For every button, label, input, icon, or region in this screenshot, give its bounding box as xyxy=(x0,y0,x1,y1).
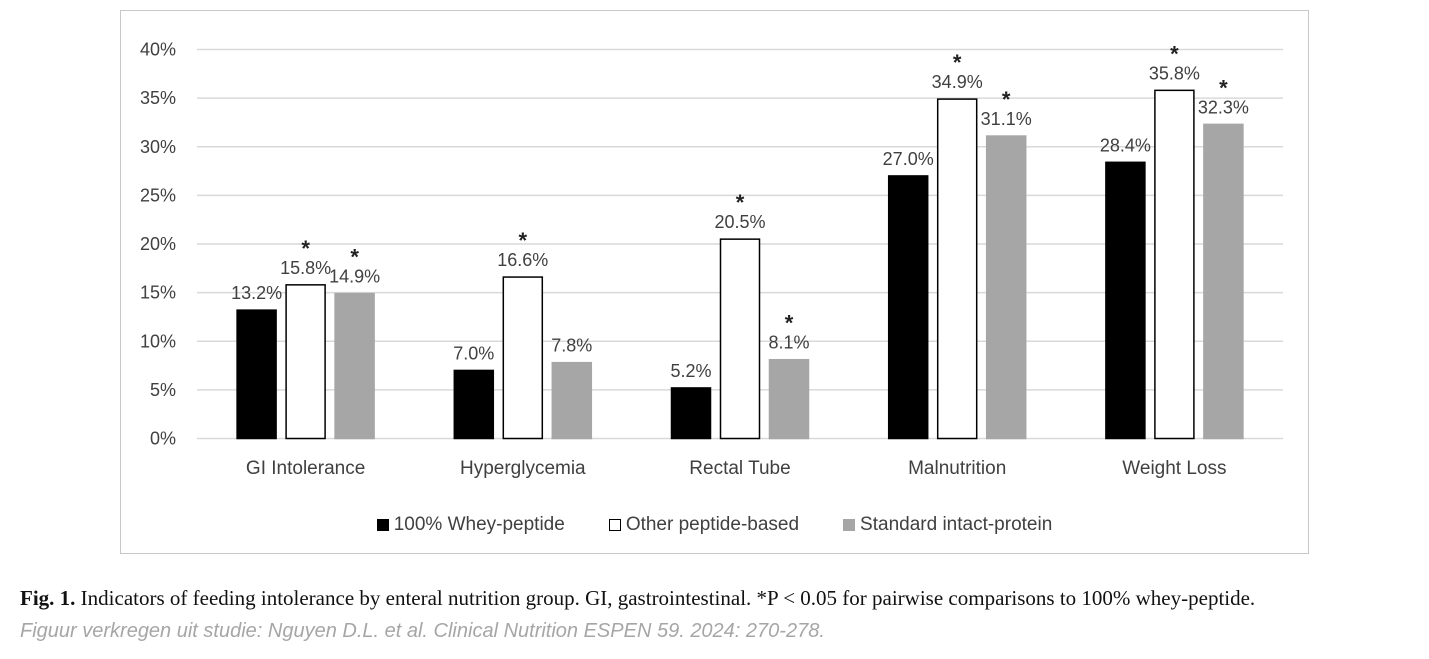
x-category-label: Weight Loss xyxy=(1122,458,1226,479)
bar-chart: 0%5%10%15%20%25%30%35%40%13.2%15.8%*14.9… xyxy=(140,40,1283,479)
data-label: 15.8% xyxy=(280,258,331,278)
y-tick-label: 30% xyxy=(140,137,176,157)
data-label: 7.0% xyxy=(453,343,494,363)
y-tick-label: 0% xyxy=(150,429,176,449)
y-tick-label: 15% xyxy=(140,283,176,303)
bar xyxy=(1154,89,1195,440)
significance-marker: * xyxy=(1170,41,1179,66)
significance-marker: * xyxy=(519,228,528,253)
bar xyxy=(1105,161,1146,440)
caption-label: Fig. 1. xyxy=(20,586,76,610)
significance-marker: * xyxy=(736,190,745,215)
legend-label-other-peptide: Other peptide-based xyxy=(625,514,800,535)
y-tick-label: 25% xyxy=(140,185,176,205)
data-label: 14.9% xyxy=(329,267,380,287)
bar xyxy=(551,361,593,440)
chart-legend: 100% Whey-peptide Other peptide-based St… xyxy=(0,514,1429,536)
significance-marker: * xyxy=(301,236,310,261)
y-tick-label: 10% xyxy=(140,331,176,351)
data-label: 13.2% xyxy=(231,283,282,303)
bar xyxy=(719,238,761,440)
legend-swatch-standard xyxy=(843,519,856,531)
bar xyxy=(285,284,326,440)
data-label: 7.8% xyxy=(551,336,592,356)
significance-marker: * xyxy=(1219,75,1228,100)
figure-source: Figuur verkregen uit studie: Nguyen D.L.… xyxy=(20,620,825,642)
bar xyxy=(502,276,544,440)
y-tick-label: 40% xyxy=(140,40,176,60)
significance-marker: * xyxy=(350,245,359,270)
data-label: 34.9% xyxy=(932,72,983,92)
significance-marker: * xyxy=(1002,87,1011,112)
data-label: 20.5% xyxy=(714,212,765,232)
y-tick-label: 20% xyxy=(140,234,176,254)
legend-swatch-whey xyxy=(376,519,389,531)
bar xyxy=(887,175,929,440)
data-label: 31.1% xyxy=(981,109,1032,129)
bar xyxy=(453,369,495,440)
legend-item-whey: 100% Whey-peptide xyxy=(376,514,565,536)
x-category-label: Rectal Tube xyxy=(689,458,790,479)
data-label: 32.3% xyxy=(1198,97,1249,117)
figure-caption: Fig. 1. Indicators of feeding intoleranc… xyxy=(20,586,1420,611)
caption-text: Indicators of feeding intolerance by ent… xyxy=(80,586,1256,610)
bar xyxy=(1203,123,1244,440)
data-label: 28.4% xyxy=(1100,135,1151,155)
legend-label-standard: Standard intact-protein xyxy=(860,514,1053,535)
bar xyxy=(936,98,978,440)
bar xyxy=(670,387,712,440)
x-category-label: Malnutrition xyxy=(908,458,1006,479)
data-label: 5.2% xyxy=(670,361,711,381)
data-label: 35.8% xyxy=(1149,63,1200,83)
legend-item-standard: Standard intact-protein xyxy=(843,514,1052,536)
bar xyxy=(985,135,1027,440)
x-category-label: GI Intolerance xyxy=(246,458,365,479)
y-tick-label: 5% xyxy=(150,380,176,400)
data-label: 27.0% xyxy=(883,149,934,169)
bar xyxy=(334,292,375,440)
legend-swatch-other-peptide xyxy=(608,519,621,531)
significance-marker: * xyxy=(953,50,962,75)
data-label: 16.6% xyxy=(497,250,548,270)
data-label: 8.1% xyxy=(768,333,809,353)
bar xyxy=(768,358,810,440)
legend-item-other-peptide: Other peptide-based xyxy=(608,514,800,536)
bar xyxy=(236,309,277,440)
x-category-label: Hyperglycemia xyxy=(460,458,586,479)
significance-marker: * xyxy=(785,311,794,336)
y-tick-label: 35% xyxy=(140,88,176,108)
legend-label-whey: 100% Whey-peptide xyxy=(393,514,565,535)
